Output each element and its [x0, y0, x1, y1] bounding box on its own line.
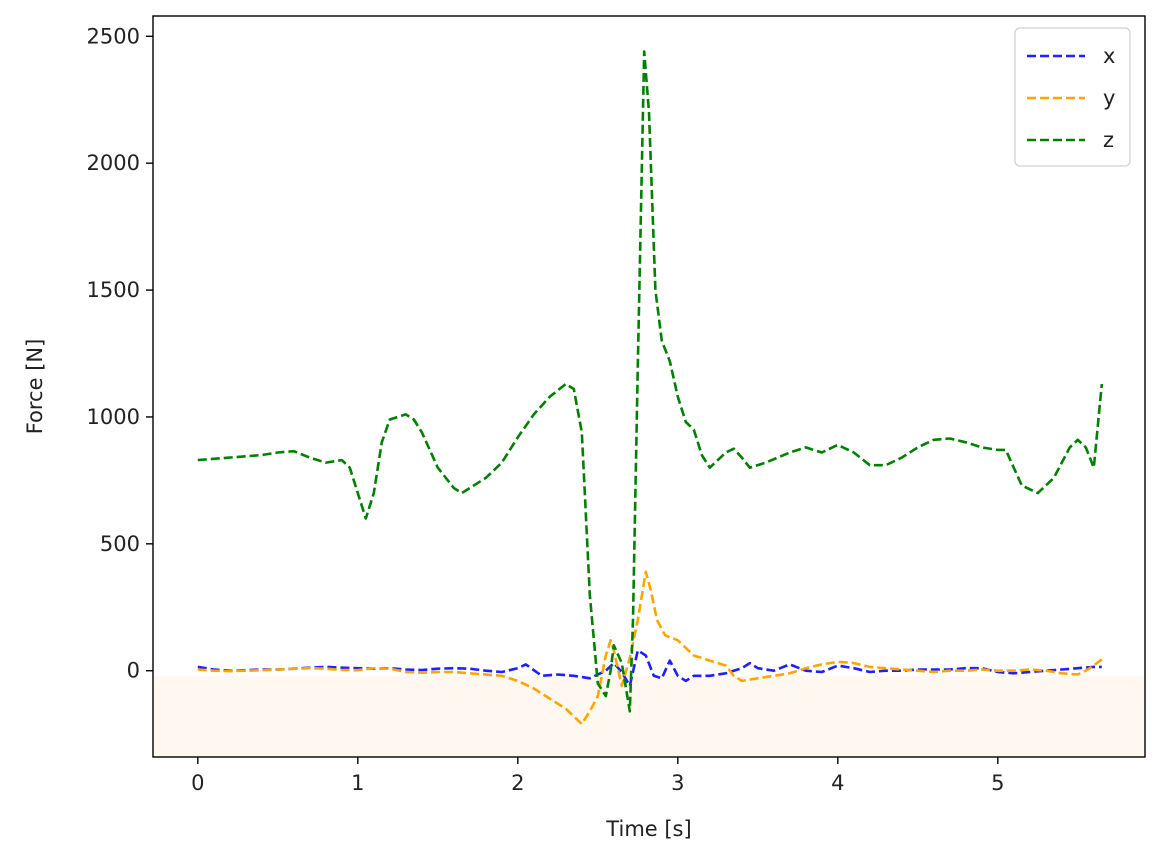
series-line-z: [197, 50, 1104, 713]
x-tick-label: 2: [511, 771, 524, 795]
y-tick-label: 500: [100, 532, 140, 556]
x-tick-label: 0: [191, 771, 204, 795]
plot-frame: [152, 15, 1146, 758]
legend-label-y: y: [1103, 86, 1115, 110]
y-tick-label: 1500: [87, 278, 140, 302]
y-axis-label: Force [N]: [23, 339, 47, 435]
x-tick-label: 1: [351, 771, 364, 795]
series-line-y: [197, 570, 1103, 726]
axes-layer: 0 1 2 3 4 5 0 500 1000 1500 2000 2500 Time [s] Force …: [23, 15, 1146, 841]
background-band: [153, 675, 1145, 757]
x-tick-label: 5: [991, 771, 1004, 795]
x-tick-label: 3: [671, 771, 684, 795]
y-tick-label: 1000: [87, 405, 140, 429]
y-tick-label: 2500: [87, 24, 140, 48]
legend-label-x: x: [1103, 44, 1115, 68]
legend-label-z: z: [1103, 128, 1114, 152]
x-tick-label: 4: [831, 771, 844, 795]
y-tick-label: 0: [127, 659, 140, 683]
series-layer: [197, 50, 1104, 726]
legend: xyz: [1014, 27, 1131, 167]
background-band-layer: [153, 675, 1145, 757]
x-axis-label: Time [s]: [605, 817, 691, 841]
y-tick-label: 2000: [87, 151, 140, 175]
